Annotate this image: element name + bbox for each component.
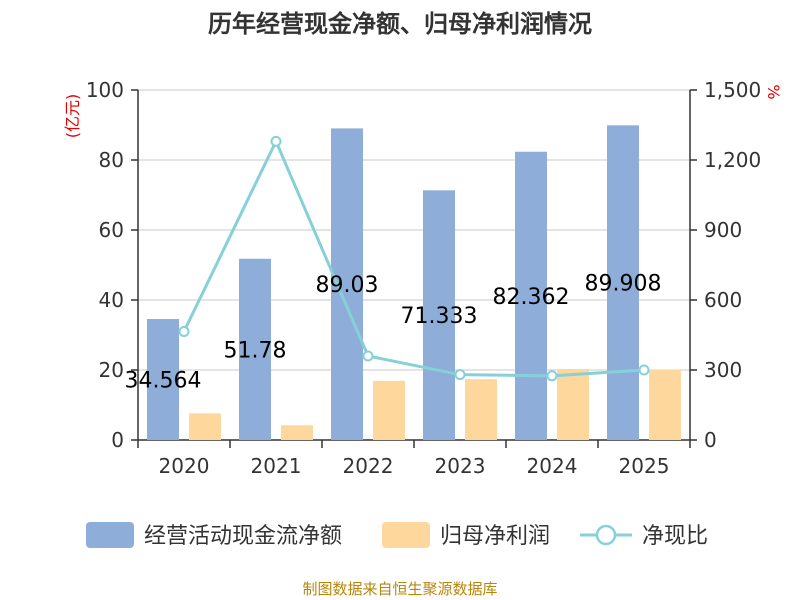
x-tick-label: 2020 (159, 454, 210, 478)
ratio-point (178, 326, 190, 337)
right-axis-ticks: 0 300 600 900 1,200 1,500 (704, 78, 761, 452)
right-tick-label: 1,200 (704, 148, 761, 172)
legend-label-cashflow: 经营活动现金流净额 (144, 524, 342, 549)
data-label-cashflow: 82.362 (493, 285, 570, 310)
left-axis-unit: (亿元) (63, 94, 82, 139)
left-tick-label: 40 (99, 288, 124, 312)
bar-cashflow (423, 190, 455, 440)
data-label-cashflow: 89.03 (316, 273, 379, 298)
axes (131, 89, 697, 448)
x-tick-label: 2022 (343, 454, 394, 478)
right-axis-unit: % (764, 84, 783, 99)
bar-cashflow (515, 151, 547, 440)
left-tick-label: 0 (111, 428, 124, 452)
ratio-point (638, 364, 650, 376)
ratio-line (178, 135, 650, 382)
source-note: 制图数据来自恒生聚源数据库 (302, 580, 497, 598)
bars (147, 125, 681, 441)
legend-label-ratio: 净现比 (642, 524, 708, 549)
left-tick-label: 100 (86, 78, 124, 102)
x-tick-label: 2024 (527, 454, 578, 478)
ratio-point (362, 350, 374, 362)
bar-profit (189, 413, 221, 440)
left-tick-label: 60 (99, 218, 124, 242)
legend-item-ratio: 净现比 (580, 524, 708, 549)
right-tick-label: 900 (704, 218, 742, 242)
right-tick-label: 0 (704, 428, 717, 452)
chart-title: 历年经营现金净额、归母净利润情况 (208, 10, 592, 38)
data-label-cashflow: 71.333 (401, 304, 478, 329)
legend-item-cashflow: 经营活动现金流净额 (86, 522, 342, 549)
x-tick-label: 2021 (251, 454, 302, 478)
bar-cashflow (607, 125, 639, 441)
right-tick-label: 600 (704, 288, 742, 312)
right-tick-label: 300 (704, 358, 742, 382)
x-tick-label: 2023 (435, 454, 486, 478)
ratio-point (270, 135, 282, 147)
data-label-cashflow: 51.78 (224, 338, 287, 363)
ratio-point (546, 370, 558, 382)
x-tick-label: 2025 (619, 454, 670, 478)
bar-profit (465, 379, 497, 440)
bar-cashflow (239, 258, 271, 440)
data-labels: 34.564 51.78 89.03 71.333 82.362 89.908 (125, 272, 662, 394)
data-label-cashflow: 34.564 (125, 369, 202, 394)
legend-marker-ratio (595, 524, 617, 546)
bar-profit (373, 380, 405, 440)
legend-label-profit: 归母净利润 (440, 524, 550, 549)
bar-profit (649, 369, 681, 440)
bar-profit (281, 425, 313, 440)
right-tick-label: 1,500 (704, 78, 761, 102)
left-tick-label: 80 (99, 148, 124, 172)
bar-profit (557, 368, 589, 440)
left-axis-ticks: 0 20 40 60 80 100 (86, 78, 124, 452)
ratio-point (454, 369, 466, 381)
legend-swatch-cashflow (86, 522, 134, 548)
legend-swatch-profit (382, 522, 430, 548)
ratio-line-path (182, 137, 645, 378)
bar-cashflow (147, 319, 179, 440)
legend-item-profit: 归母净利润 (382, 522, 550, 549)
left-tick-label: 20 (99, 358, 124, 382)
x-axis-ticks: 2020 2021 2022 2023 2024 2025 (159, 454, 670, 478)
data-label-cashflow: 89.908 (585, 272, 662, 297)
legend: 经营活动现金流净额 归母净利润 净现比 (86, 522, 708, 549)
